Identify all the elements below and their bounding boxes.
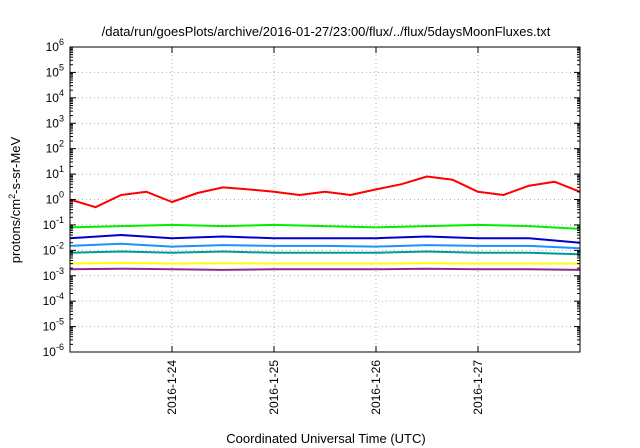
y-tick-label: 102: [46, 139, 64, 156]
series-line-2: [69, 223, 581, 230]
y-tick-label: 104: [46, 88, 64, 105]
series-line-1: [69, 175, 581, 209]
y-tick-label: 10-3: [43, 266, 64, 283]
y-axis-title: protons/cm2-s-sr-MeV: [7, 136, 23, 263]
series-layer: [69, 175, 581, 271]
y-axis: 106 105 104 103 102 101 100 10-1 10-2 10-3 10-4 10-…: [43, 37, 580, 359]
y-tick-label: 10-4: [43, 291, 64, 308]
series-line-4: [69, 242, 581, 250]
y-tick-label: 103: [46, 113, 64, 130]
y-tick-label: 10-6: [43, 342, 64, 359]
grid: [70, 47, 580, 352]
y-tick-label: 10-1: [43, 215, 64, 232]
x-tick-label: 2016-1-27: [471, 360, 485, 415]
y-tick-label: 106: [46, 37, 64, 54]
x-tick-label: 2016-1-25: [267, 360, 281, 415]
y-tick-label: 10-5: [43, 317, 64, 334]
series-line-6: [69, 261, 580, 265]
x-tick-label: 2016-1-24: [165, 360, 179, 415]
x-axis: 2016-1-24 2016-1-25 2016-1-26 2016-1-27: [165, 47, 485, 415]
x-axis-title: Coordinated Universal Time (UTC): [226, 431, 425, 446]
y-tick-label: 105: [46, 62, 64, 79]
x-tick-label: 2016-1-26: [369, 360, 383, 415]
series-line-3: [69, 234, 581, 244]
chart-title: /data/run/goesPlots/archive/2016-01-27/2…: [102, 24, 551, 39]
y-tick-label: 10-2: [43, 240, 64, 257]
series-line-5: [69, 250, 581, 256]
series-line-7: [69, 267, 581, 271]
y-tick-label: 101: [46, 164, 64, 181]
y-tick-label: 100: [46, 190, 64, 207]
